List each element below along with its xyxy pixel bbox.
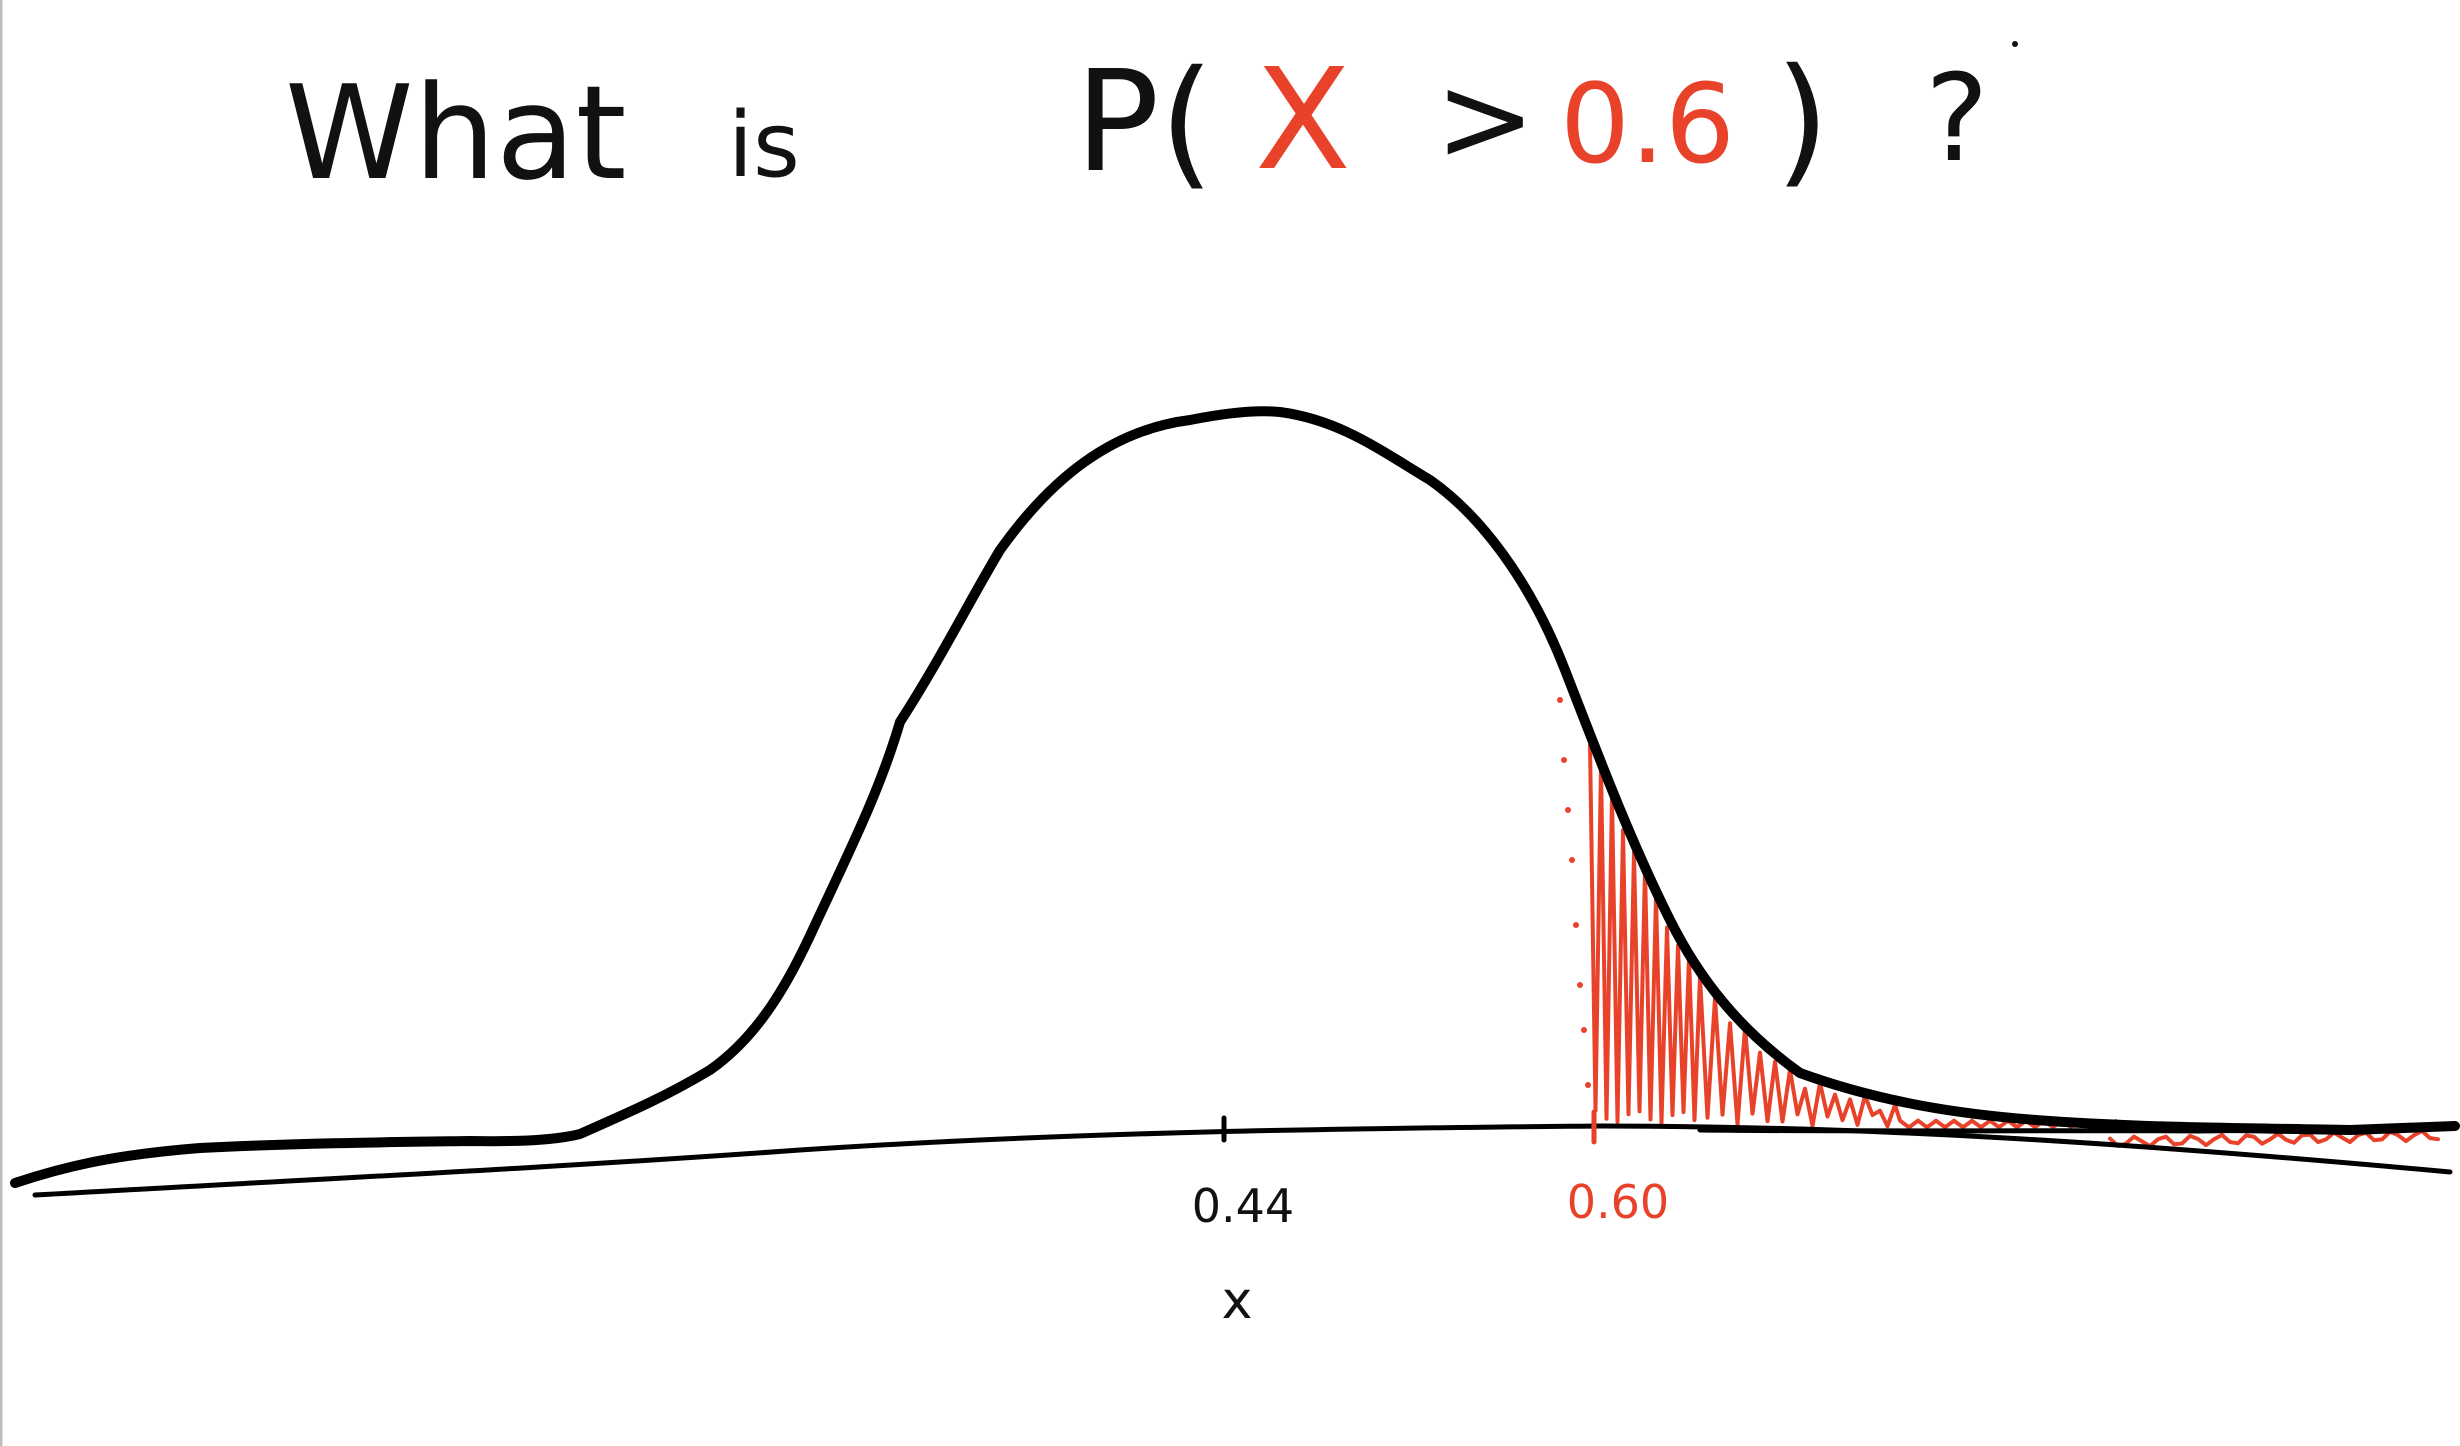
title-threshold: 0.6 [1560,60,1735,188]
tail-boundary-dots [1557,697,1591,1088]
bell-curve [10,406,2460,1188]
title-operator: > [1435,50,1536,189]
tail-boundary-dot [1581,1027,1587,1033]
axis-variable-label: x [1222,1271,1253,1331]
tail-boundary-dot [1569,857,1575,863]
stray-dot [2012,41,2018,47]
tail-boundary-dot [1561,757,1567,763]
x-axis-line [32,1123,2453,1198]
title-question-mark: ? [1925,50,1989,189]
title-variable-x: X [1255,39,1351,202]
threshold-label: 0.60 [1567,1175,1669,1229]
title-p-open: P( [1075,41,1214,204]
question-title: What is P( X > 0.6 ) ? [285,39,2018,209]
tail-boundary-dot [1573,922,1579,928]
tail-boundary-dot [1577,982,1583,988]
shaded-tail-region [1557,697,2440,1149]
tail-boundary-dot [1585,1082,1591,1088]
title-p-close: ) [1775,39,1830,202]
mean-label: 0.44 [1192,1179,1294,1233]
tail-boundary-dot [1565,807,1571,813]
tail-shading-scribble [1588,742,2118,1130]
title-word-is: is [728,93,800,198]
tail-shading-far-scribble [2108,1129,2440,1149]
title-word-what: What [285,57,627,209]
tail-boundary-dot [1557,697,1563,703]
